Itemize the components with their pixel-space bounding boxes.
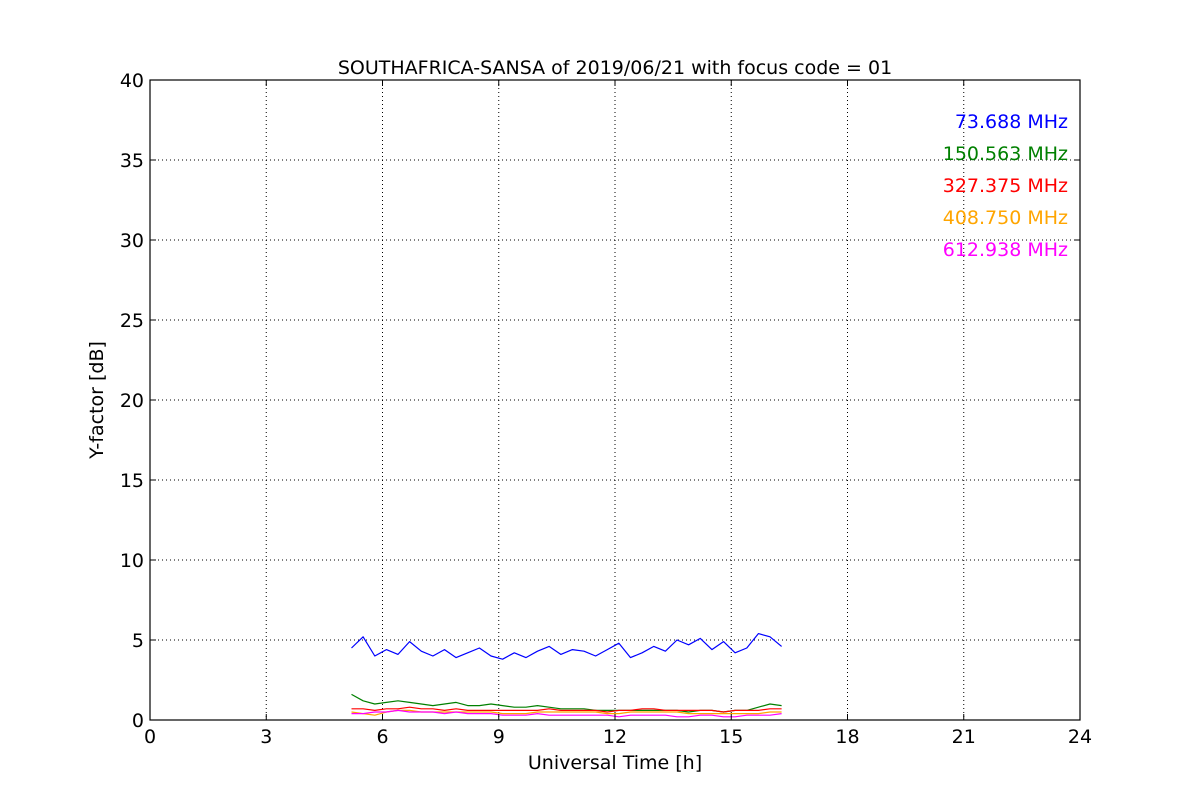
y-tick-label: 30 [120, 230, 144, 252]
series-line [351, 632, 782, 660]
y-tick-label: 15 [120, 470, 144, 492]
legend-entry: 612.938 MHz [943, 239, 1068, 261]
x-tick-label: 21 [952, 726, 976, 748]
x-tick-label: 0 [144, 726, 156, 748]
x-tick-label: 9 [493, 726, 505, 748]
series-line [351, 706, 782, 713]
legend-entry: 408.750 MHz [943, 207, 1068, 229]
x-tick-label: 3 [260, 726, 272, 748]
y-tick-label: 25 [120, 310, 144, 332]
y-tick-label: 20 [120, 390, 144, 412]
y-tick-label: 35 [120, 150, 144, 172]
legend: 73.688 MHz 150.563 MHz 327.375 MHz 408.750 … [943, 111, 1068, 261]
x-tick-label: 6 [376, 726, 388, 748]
series-group [351, 632, 782, 718]
legend-entry: 73.688 MHz [955, 111, 1068, 133]
y-tick-label: 0 [132, 710, 144, 732]
y-tick-label: 10 [120, 550, 144, 572]
chart-title: SOUTHAFRICA-SANSA of 2019/06/21 with foc… [338, 57, 892, 79]
y-axis-label: Y-factor [dB] [86, 341, 108, 460]
x-tick-label: 18 [835, 726, 859, 748]
y-tick-label: 5 [132, 630, 144, 652]
series-line [351, 709, 782, 718]
x-tick-label: 12 [603, 726, 627, 748]
series-line [351, 693, 782, 713]
grid [150, 80, 1080, 720]
x-tick-label: 15 [719, 726, 743, 748]
ticks: 0 3 6 9 12 15 18 21 24 0 5 10 15 20 25 30 35 40 [120, 70, 1092, 748]
legend-entry: 327.375 MHz [943, 175, 1068, 197]
legend-entry: 150.563 MHz [943, 143, 1068, 165]
x-axis-label: Universal Time [h] [528, 752, 702, 774]
y-tick-label: 40 [120, 70, 144, 92]
x-tick-label: 24 [1068, 726, 1092, 748]
